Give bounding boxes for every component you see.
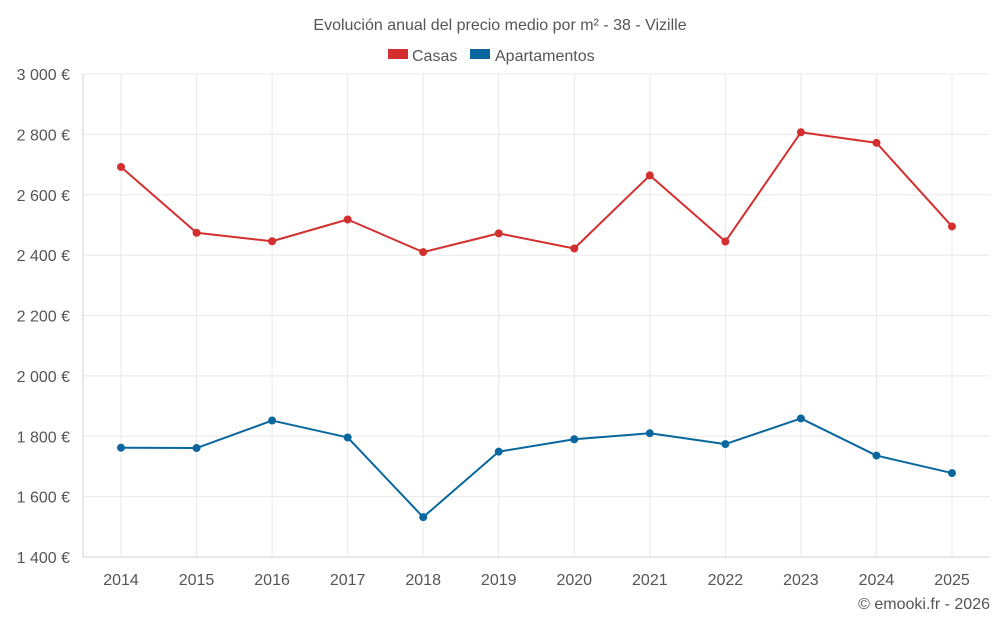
data-point-casas[interactable] xyxy=(268,237,277,246)
legend: Casas Apartamentos xyxy=(388,48,595,65)
data-point-apartamentos[interactable] xyxy=(343,433,352,442)
data-point-casas[interactable] xyxy=(570,244,579,253)
x-tick-label: 2018 xyxy=(405,572,441,589)
x-tick-label: 2023 xyxy=(783,572,819,589)
data-point-casas[interactable] xyxy=(419,248,428,257)
x-tick-label: 2019 xyxy=(481,572,517,589)
data-point-casas[interactable] xyxy=(872,138,881,147)
y-tick-label: 2 800 € xyxy=(17,127,70,144)
y-tick-label: 1 400 € xyxy=(17,550,70,567)
legend-label-casas: Casas xyxy=(412,48,457,65)
data-point-apartamentos[interactable] xyxy=(268,416,277,425)
data-point-casas[interactable] xyxy=(494,229,503,238)
series-line-casas xyxy=(120,131,953,254)
data-point-apartamentos[interactable] xyxy=(721,440,730,449)
y-tick-label: 2 400 € xyxy=(17,248,70,265)
y-tick-label: 1 800 € xyxy=(17,429,70,446)
data-point-apartamentos[interactable] xyxy=(419,513,428,522)
x-tick-label: 2016 xyxy=(254,572,290,589)
x-tick-label: 2021 xyxy=(632,572,668,589)
x-axis: 2014 2015 2016 2017 2018 2019 2020 2021 2022 2023… xyxy=(103,572,970,589)
y-tick-label: 2 000 € xyxy=(17,369,70,386)
y-axis: 1 400 € 1 600 € 1 800 € 2 000 € 2 200 € 2 400… xyxy=(17,67,70,567)
data-point-apartamentos[interactable] xyxy=(570,435,579,444)
x-tick-label: 2015 xyxy=(179,572,215,589)
legend-swatch-apartamentos xyxy=(470,49,490,59)
data-point-apartamentos[interactable] xyxy=(948,469,956,478)
series xyxy=(117,128,956,522)
y-tick-label: 1 600 € xyxy=(17,490,70,507)
credit-text: © emooki.fr - 2026 xyxy=(858,596,990,613)
data-point-apartamentos[interactable] xyxy=(872,451,881,460)
legend-swatch-casas xyxy=(388,49,408,59)
grid xyxy=(82,73,990,558)
data-point-apartamentos[interactable] xyxy=(192,444,201,453)
legend-label-apartamentos: Apartamentos xyxy=(495,48,595,65)
x-tick-label: 2022 xyxy=(708,572,744,589)
data-point-apartamentos[interactable] xyxy=(796,414,805,423)
data-point-casas[interactable] xyxy=(948,222,956,231)
x-tick-label: 2025 xyxy=(934,572,970,589)
y-tick-label: 2 200 € xyxy=(17,309,70,326)
data-point-apartamentos[interactable] xyxy=(117,443,125,452)
x-tick-label: 2020 xyxy=(556,572,592,589)
data-point-apartamentos[interactable] xyxy=(645,429,654,438)
data-point-casas[interactable] xyxy=(117,162,125,171)
x-tick-label: 2024 xyxy=(859,572,895,589)
y-tick-label: 2 600 € xyxy=(17,188,70,205)
data-point-casas[interactable] xyxy=(192,228,201,237)
x-tick-label: 2017 xyxy=(330,572,366,589)
series-line-apartamentos xyxy=(120,417,953,519)
data-point-apartamentos[interactable] xyxy=(494,447,503,456)
data-point-casas[interactable] xyxy=(721,237,730,246)
data-point-casas[interactable] xyxy=(645,171,654,180)
chart-title: Evolución anual del precio medio por m² … xyxy=(313,17,686,34)
y-tick-label: 3 000 € xyxy=(17,67,70,84)
x-tick-label: 2014 xyxy=(103,572,139,589)
data-point-casas[interactable] xyxy=(343,215,352,224)
data-point-casas[interactable] xyxy=(796,128,805,137)
